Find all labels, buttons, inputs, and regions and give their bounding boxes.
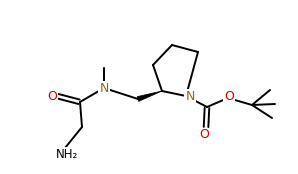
Text: O: O xyxy=(224,90,234,104)
Text: NH₂: NH₂ xyxy=(56,148,78,160)
Text: O: O xyxy=(47,89,57,102)
Polygon shape xyxy=(137,91,162,101)
Text: O: O xyxy=(199,129,209,141)
Text: N: N xyxy=(185,89,195,102)
Text: N: N xyxy=(99,81,109,94)
